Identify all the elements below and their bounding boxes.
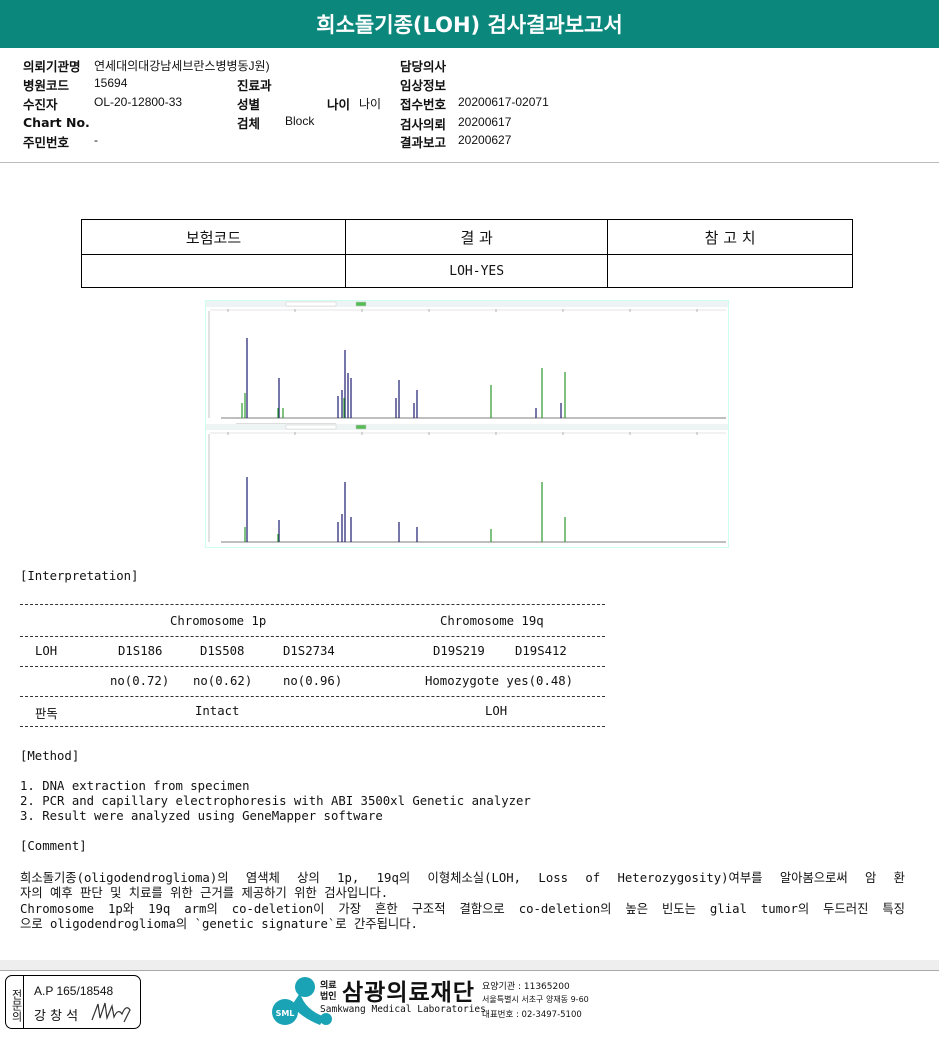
result-table: 보험코드 결 과 참 고 치 LOH-YES (80, 219, 853, 288)
comment-line: 희소돌기종(oligodendroglioma)의 염색체 상의 1p, 19q… (20, 871, 905, 885)
electropherogram-plot (206, 301, 728, 543)
request-value: 20200617 (458, 115, 512, 129)
marker: D19S219 (433, 644, 485, 658)
marker: D1S186 (118, 644, 163, 658)
dashed-rule (20, 666, 605, 667)
age-value: 나이 (359, 97, 382, 111)
chart-label: Chart No. (23, 115, 90, 130)
verdict-19q: LOH (485, 704, 508, 718)
org-name: 삼광의료재단 (342, 980, 475, 1006)
marker: D1S2734 (283, 644, 335, 658)
logo-prefix-top: 의료 (320, 981, 337, 991)
patient-label: 수진자 (23, 97, 58, 112)
loh-label: LOH (35, 644, 58, 658)
comment-line: Chromosome 1p와 19q arm의 co-deletion이 가장 … (20, 902, 905, 916)
divider (0, 162, 939, 163)
report-date-value: 20200627 (458, 133, 512, 147)
cell-insurance-code (80, 254, 347, 288)
dashed-rule (20, 696, 605, 697)
signature-icon (91, 1002, 131, 1023)
org-address: 서울특별시 서초구 양재동 9-60 (482, 995, 589, 1004)
method-item: 1. DNA extraction from specimen (20, 779, 250, 793)
specimen-value: Block (285, 114, 315, 128)
chr1p-header: Chromosome 1p (170, 614, 267, 628)
marker: D1S508 (200, 644, 245, 658)
marker-value: no(0.96) (283, 674, 343, 688)
chr19q-header: Chromosome 19q (440, 614, 544, 628)
request-label: 검사의뢰 (400, 117, 447, 132)
panel-color-box (355, 424, 367, 430)
result-table-header: 보험코드 결 과 참 고 치 (80, 219, 853, 255)
clinical-label: 임상정보 (400, 78, 447, 93)
specialist-stamp: 전문의 A.P 165/18548 강 창 석 (5, 975, 141, 1029)
sex-label: 성별 (237, 97, 261, 112)
report-date-label: 결과보고 (400, 135, 447, 150)
comment-line: 자의 예후 판단 및 치료를 위한 근거를 제공하기 위한 검사입니다. (20, 886, 389, 900)
logo-badge: SML (276, 1009, 295, 1018)
comment-line: 으로 oligodendroglioma의 `genetic signature… (20, 917, 418, 931)
org-code: 요양기관 : 11365200 (482, 982, 570, 992)
cell-result: LOH-YES (345, 254, 609, 288)
logo-prefix-bottom: 법인 (320, 992, 337, 1002)
specimen-label: 검체 (237, 116, 261, 131)
id-value: - (94, 133, 98, 147)
marker-value: no(0.72) (110, 674, 170, 688)
report-title: 희소돌기종(LOH) 검사결과보고서 (0, 0, 939, 48)
result-table-row: LOH-YES (80, 254, 853, 288)
verdict-1p: Intact (195, 704, 240, 718)
cell-reference (607, 254, 853, 288)
receipt-label: 접수번호 (400, 97, 447, 112)
panel-toolbar (206, 301, 728, 307)
ap-number: A.P 165/18548 (34, 984, 114, 998)
interpretation-heading: [Interpretation] (20, 569, 139, 583)
stamp-label: 전문의 (6, 976, 24, 1028)
method-heading: [Method] (20, 749, 80, 763)
doctor-name: 강 창 석 (34, 1009, 79, 1024)
verdict-label: 판독 (35, 707, 58, 721)
org-phone: 대표번호 : 02-3497-5100 (482, 1010, 582, 1020)
dashed-rule (20, 726, 605, 727)
sml-logo-icon: SML (272, 977, 332, 1025)
hospital-code-label: 병원코드 (23, 78, 70, 93)
patient-value: OL-20-12800-33 (94, 95, 183, 109)
institution-value: 연세대의대강남세브란스병병동J원) (94, 59, 270, 73)
doctor-label: 담당의사 (400, 59, 447, 74)
receipt-value: 20200617-02071 (458, 95, 549, 109)
header-reference: 참 고 치 (607, 219, 853, 255)
panel-toolbar (206, 424, 728, 430)
header-result: 결 과 (345, 219, 609, 255)
method-item: 3. Result were analyzed using GeneMapper… (20, 809, 383, 823)
org-name-en: Samkwang Medical Laboratories (320, 1004, 486, 1015)
comment-heading: [Comment] (20, 839, 87, 853)
panel-color-box (355, 301, 367, 307)
marker: D19S412 (515, 644, 567, 658)
hospital-code-value: 15694 (94, 76, 128, 90)
marker-value: no(0.62) (193, 674, 253, 688)
institution-label: 의뢰기관명 (23, 59, 81, 74)
method-item: 2. PCR and capillary electrophoresis wit… (20, 794, 531, 808)
dashed-rule (20, 604, 605, 605)
age-label: 나이 (327, 97, 351, 112)
electropherogram-image (205, 300, 729, 548)
panel-field (285, 424, 337, 430)
dept-label: 진료과 (237, 78, 272, 93)
panel-field (285, 301, 337, 307)
id-label: 주민번호 (23, 135, 70, 150)
marker-value-19q: Homozygote yes(0.48) (425, 674, 574, 688)
header-insurance-code: 보험코드 (80, 219, 347, 255)
dashed-rule (20, 636, 605, 637)
footer-divider (0, 960, 939, 971)
